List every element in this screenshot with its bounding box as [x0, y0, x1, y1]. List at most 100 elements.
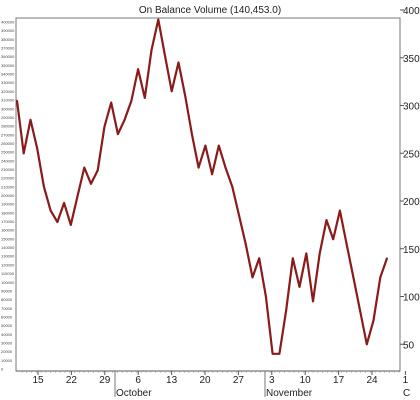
obv-point — [63, 202, 65, 204]
obv-point — [157, 18, 160, 21]
left-ytick-label: 350000 — [1, 63, 15, 68]
obv-point — [69, 224, 72, 226]
left-ytick-label: 260000 — [1, 141, 15, 146]
left-ytick-label: 330000 — [1, 80, 15, 85]
obv-point — [224, 166, 227, 169]
obv-point — [204, 144, 207, 147]
left-ytick-label: 150000 — [1, 236, 15, 241]
left-ytick-label: 230000 — [1, 167, 15, 172]
left-ytick-label: 270000 — [1, 132, 15, 137]
obv-point — [211, 173, 214, 176]
obv-point — [332, 238, 335, 241]
left-ytick-label: 380000 — [1, 37, 15, 42]
obv-point — [103, 125, 106, 128]
obv-point — [217, 144, 220, 147]
left-ytick-label: 220000 — [1, 176, 15, 181]
obv-point — [345, 243, 348, 245]
left-ytick-label: 140000 — [1, 245, 15, 250]
left-ytick-label: 20000 — [1, 349, 13, 354]
left-ytick-label: 240000 — [1, 158, 15, 163]
xtick-label: 22 — [66, 375, 78, 386]
obv-point — [244, 243, 247, 245]
left-ytick-label: 370000 — [1, 46, 15, 51]
left-ytick-label: 390000 — [1, 28, 15, 33]
x-axis: 15 22 29 6 13 20 27 3 10 17 24 1 — [16, 370, 409, 386]
obv-point — [365, 343, 368, 346]
plot-frame — [15, 17, 401, 372]
xtick-label: 20 — [199, 375, 211, 386]
obv-point — [298, 286, 301, 288]
obv-point — [305, 252, 308, 255]
obv-point — [258, 257, 261, 260]
right-ytick-label: 350 — [403, 54, 420, 65]
obv-point — [123, 118, 126, 121]
month-label: October — [116, 388, 152, 399]
obv-point — [83, 166, 86, 169]
chart-title: On Balance Volume (140,453.0) — [139, 5, 281, 16]
left-ytick-label: 10000 — [1, 358, 13, 363]
left-ytick-label: 90000 — [1, 288, 13, 293]
left-ytick-label: 40000 — [1, 332, 13, 337]
obv-point — [339, 209, 341, 212]
obv-point — [49, 209, 52, 212]
obv-point — [285, 309, 287, 312]
left-ytick-label: 180000 — [1, 210, 15, 215]
xtick-label: 13 — [166, 375, 178, 386]
left-ytick-label: 190000 — [1, 202, 15, 207]
xtick-label: 24 — [366, 375, 378, 386]
obv-point — [184, 95, 187, 97]
obv-point — [130, 99, 133, 102]
right-ytick-label: 300 — [403, 102, 420, 113]
obv-line — [15, 18, 389, 355]
obv-point — [271, 352, 274, 355]
obv-point — [150, 49, 153, 51]
left-ytick-label: 360000 — [1, 54, 15, 59]
right-ytick-label: 100 — [403, 293, 420, 304]
left-ytick-label: 170000 — [1, 219, 15, 224]
obv-point — [238, 214, 240, 217]
right-ytick-label: 250 — [403, 149, 420, 160]
left-ytick-label: 0 — [1, 367, 4, 372]
obv-point — [386, 257, 388, 260]
obv-point — [191, 133, 193, 136]
left-ytick-label: 320000 — [1, 89, 15, 94]
left-ytick-label: 70000 — [1, 306, 13, 311]
left-ytick-label: 280000 — [1, 124, 15, 129]
obv-point — [197, 166, 200, 169]
left-ytick-label: 290000 — [1, 115, 15, 120]
left-ytick-label: 110000 — [1, 271, 15, 276]
month-label: C — [403, 388, 410, 399]
obv-point — [372, 319, 375, 322]
left-ytick-label: 120000 — [1, 262, 15, 267]
obv-point — [36, 147, 39, 150]
obv-point — [117, 133, 119, 136]
left-ytick-label: 100000 — [1, 280, 15, 285]
obv-point — [379, 276, 382, 279]
obv-point — [43, 185, 45, 188]
xtick-label: 10 — [300, 375, 312, 386]
xtick-label: 17 — [333, 375, 345, 386]
obv-point — [352, 276, 355, 279]
obv-point — [359, 309, 361, 312]
obv-point — [231, 185, 234, 188]
left-ytick-label: 60000 — [1, 314, 13, 319]
xtick-label: 3 — [269, 375, 275, 386]
obv-point — [265, 295, 267, 298]
left-ytick-label: 130000 — [1, 254, 15, 259]
obv-point — [291, 257, 294, 260]
obv-point — [16, 99, 18, 102]
xtick-label: 27 — [233, 375, 245, 386]
left-ytick-label: 200000 — [1, 193, 15, 198]
left-ytick-label: 160000 — [1, 228, 15, 233]
obv-point — [90, 182, 92, 185]
obv-point — [143, 97, 146, 99]
left-ytick-label: 310000 — [1, 98, 15, 103]
left-ytick-label: 80000 — [1, 297, 13, 302]
obv-point — [318, 252, 321, 255]
left-ytick-label: 250000 — [1, 150, 15, 155]
obv-series — [15, 18, 389, 355]
obv-point — [251, 276, 254, 279]
left-ytick-label: 210000 — [1, 184, 15, 189]
xtick-label: 15 — [32, 375, 44, 386]
